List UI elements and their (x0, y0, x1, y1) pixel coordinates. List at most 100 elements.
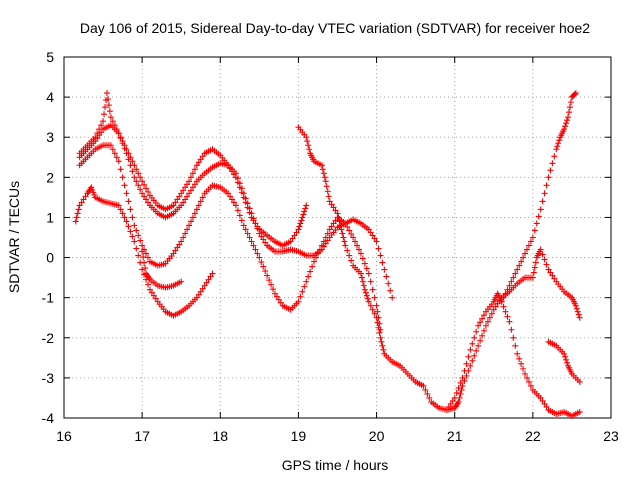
data-point (227, 193, 234, 200)
data-point (549, 272, 556, 279)
data-point (455, 398, 462, 405)
data-point (302, 205, 309, 212)
data-point (248, 210, 255, 217)
data-point (471, 352, 478, 359)
data-point (230, 199, 237, 206)
data-point (549, 160, 556, 167)
y-tick-label: 1 (46, 209, 54, 225)
data-point (346, 227, 353, 234)
data-point (131, 174, 138, 181)
data-point (301, 208, 308, 215)
data-point (525, 242, 532, 249)
data-point (152, 295, 159, 302)
data-point (459, 374, 466, 381)
data-point (547, 269, 554, 276)
data-point (543, 261, 550, 268)
data-point (334, 210, 341, 217)
data-point (461, 367, 468, 374)
data-point (307, 268, 314, 275)
data-point (469, 340, 476, 347)
data-point (250, 242, 257, 249)
data-point (172, 199, 179, 206)
data-point (240, 190, 247, 197)
data-point (461, 377, 468, 384)
data-point (318, 162, 325, 169)
data-point (348, 257, 355, 264)
series-track-5 (139, 248, 185, 291)
data-point (498, 298, 505, 305)
data-point (139, 242, 146, 249)
data-point (324, 237, 331, 244)
data-point (377, 252, 384, 259)
data-point (184, 193, 191, 200)
data-point (576, 314, 583, 321)
data-point (244, 230, 251, 237)
data-point (133, 227, 140, 234)
data-point (508, 278, 515, 285)
data-point (311, 258, 318, 265)
y-tick-label: -3 (42, 370, 55, 386)
data-point (373, 314, 380, 321)
data-point (426, 394, 433, 401)
data-point (180, 199, 187, 206)
data-point (193, 206, 200, 213)
data-point (336, 218, 343, 225)
data-point (80, 196, 87, 203)
data-point (313, 254, 320, 261)
data-point (238, 185, 245, 192)
data-point (275, 296, 282, 303)
data-point (324, 188, 331, 195)
data-point (133, 166, 140, 173)
data-point (539, 397, 546, 404)
data-point (525, 378, 532, 385)
data-point (172, 247, 179, 254)
data-point (571, 91, 578, 98)
data-point (371, 310, 378, 317)
x-tick-label: 23 (603, 428, 619, 444)
data-point (484, 318, 491, 325)
grid (64, 57, 611, 418)
data-point (92, 138, 99, 145)
data-point (119, 174, 126, 181)
data-point (246, 234, 253, 241)
data-point (303, 278, 310, 285)
data-point (178, 202, 185, 209)
data-point (574, 308, 581, 315)
data-point (232, 170, 239, 177)
data-point (449, 397, 456, 404)
data-point (297, 220, 304, 227)
data-point (296, 223, 303, 230)
data-point (467, 346, 474, 353)
x-tick-label: 19 (291, 428, 307, 444)
data-point (379, 342, 386, 349)
data-point (305, 142, 312, 149)
data-point (234, 175, 241, 182)
data-point (506, 318, 513, 325)
data-point (355, 246, 362, 253)
data-point (537, 206, 544, 213)
data-point (500, 294, 507, 301)
data-point (113, 154, 120, 161)
data-point (488, 310, 495, 317)
data-point (471, 334, 478, 341)
data-point (72, 218, 79, 225)
data-point (189, 170, 196, 177)
data-point (369, 286, 376, 293)
data-point (187, 218, 194, 225)
data-point (563, 120, 570, 127)
data-point (451, 394, 458, 401)
data-point (541, 400, 548, 407)
data-point (572, 302, 579, 309)
data-point (328, 201, 335, 208)
data-point (195, 159, 202, 166)
data-point (170, 250, 177, 257)
data-point (363, 292, 370, 299)
data-point (535, 213, 542, 220)
x-tick-label: 21 (447, 428, 463, 444)
y-tick-label: -2 (42, 330, 55, 346)
data-point (490, 306, 497, 313)
data-point (246, 205, 253, 212)
data-point (271, 290, 278, 297)
data-point (142, 265, 149, 272)
data-point (141, 259, 148, 266)
